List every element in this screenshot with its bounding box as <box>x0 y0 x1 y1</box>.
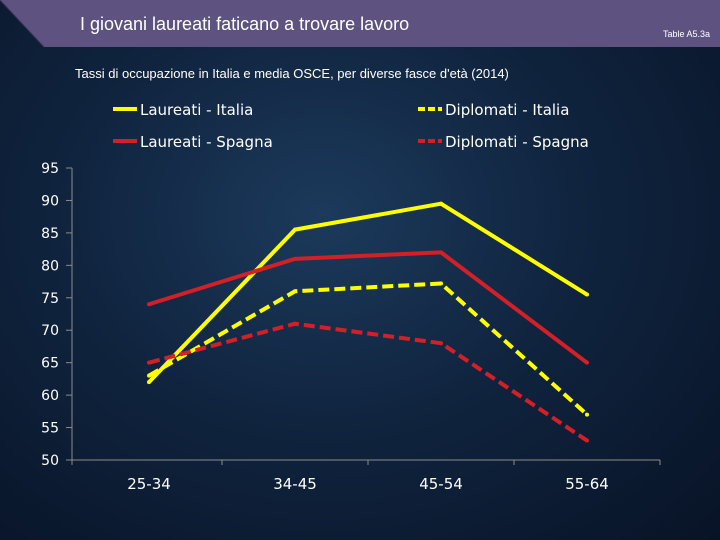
series-line-0 <box>147 201 589 384</box>
y-tick-label: 75 <box>41 291 59 307</box>
legend-label: Diplomati - Italia <box>445 101 569 119</box>
data-point <box>293 256 297 261</box>
y-tick-label: 70 <box>41 323 59 339</box>
y-tick-label: 85 <box>41 226 59 242</box>
data-point <box>585 360 589 365</box>
series-line-3 <box>148 321 589 443</box>
y-axis-ticks: 50 55 60 65 70 75 80 85 90 95 <box>41 161 72 469</box>
data-point <box>293 227 297 232</box>
y-tick-label: 50 <box>41 453 59 469</box>
table-reference: Table A5.3a <box>662 29 710 39</box>
data-point <box>293 321 297 326</box>
data-point <box>147 380 151 385</box>
data-point <box>147 360 151 365</box>
chart-title: Tassi di occupazione in Italia e media O… <box>75 66 509 81</box>
y-tick-label: 55 <box>41 421 59 437</box>
page-title: I giovani laureati faticano a trovare la… <box>80 14 410 34</box>
data-point <box>293 289 297 294</box>
data-point <box>585 438 589 443</box>
x-axis-ticks: 25-34 34-45 45-54 55-64 <box>71 460 661 493</box>
data-point <box>585 412 589 417</box>
y-tick-label: 90 <box>41 193 59 209</box>
data-point <box>147 373 151 378</box>
legend-label: Laureati - Italia <box>140 101 253 119</box>
legend-label: Laureati - Spagna <box>140 133 273 151</box>
x-tick-label: 45-54 <box>419 475 463 493</box>
y-tick-label: 80 <box>41 258 59 274</box>
legend-label: Diplomati - Spagna <box>445 133 589 151</box>
data-point <box>147 302 151 307</box>
series-lines <box>147 201 589 443</box>
series-line-2 <box>148 250 589 365</box>
data-point <box>439 250 443 255</box>
data-point <box>439 201 443 206</box>
x-tick-label: 34-45 <box>273 475 317 493</box>
chart-axes <box>71 168 660 461</box>
chart-legend: Laureati - Italia Diplomati - Italia Laure… <box>113 101 589 151</box>
data-point <box>439 341 443 346</box>
data-point <box>439 281 443 286</box>
data-point <box>585 292 589 297</box>
x-tick-label: 55-64 <box>565 475 609 493</box>
series-line-1 <box>147 281 589 417</box>
y-tick-label: 60 <box>41 388 59 404</box>
y-tick-label: 65 <box>41 356 59 372</box>
x-tick-label: 25-34 <box>127 475 171 493</box>
header-banner <box>0 0 720 48</box>
y-tick-label: 95 <box>41 161 59 177</box>
